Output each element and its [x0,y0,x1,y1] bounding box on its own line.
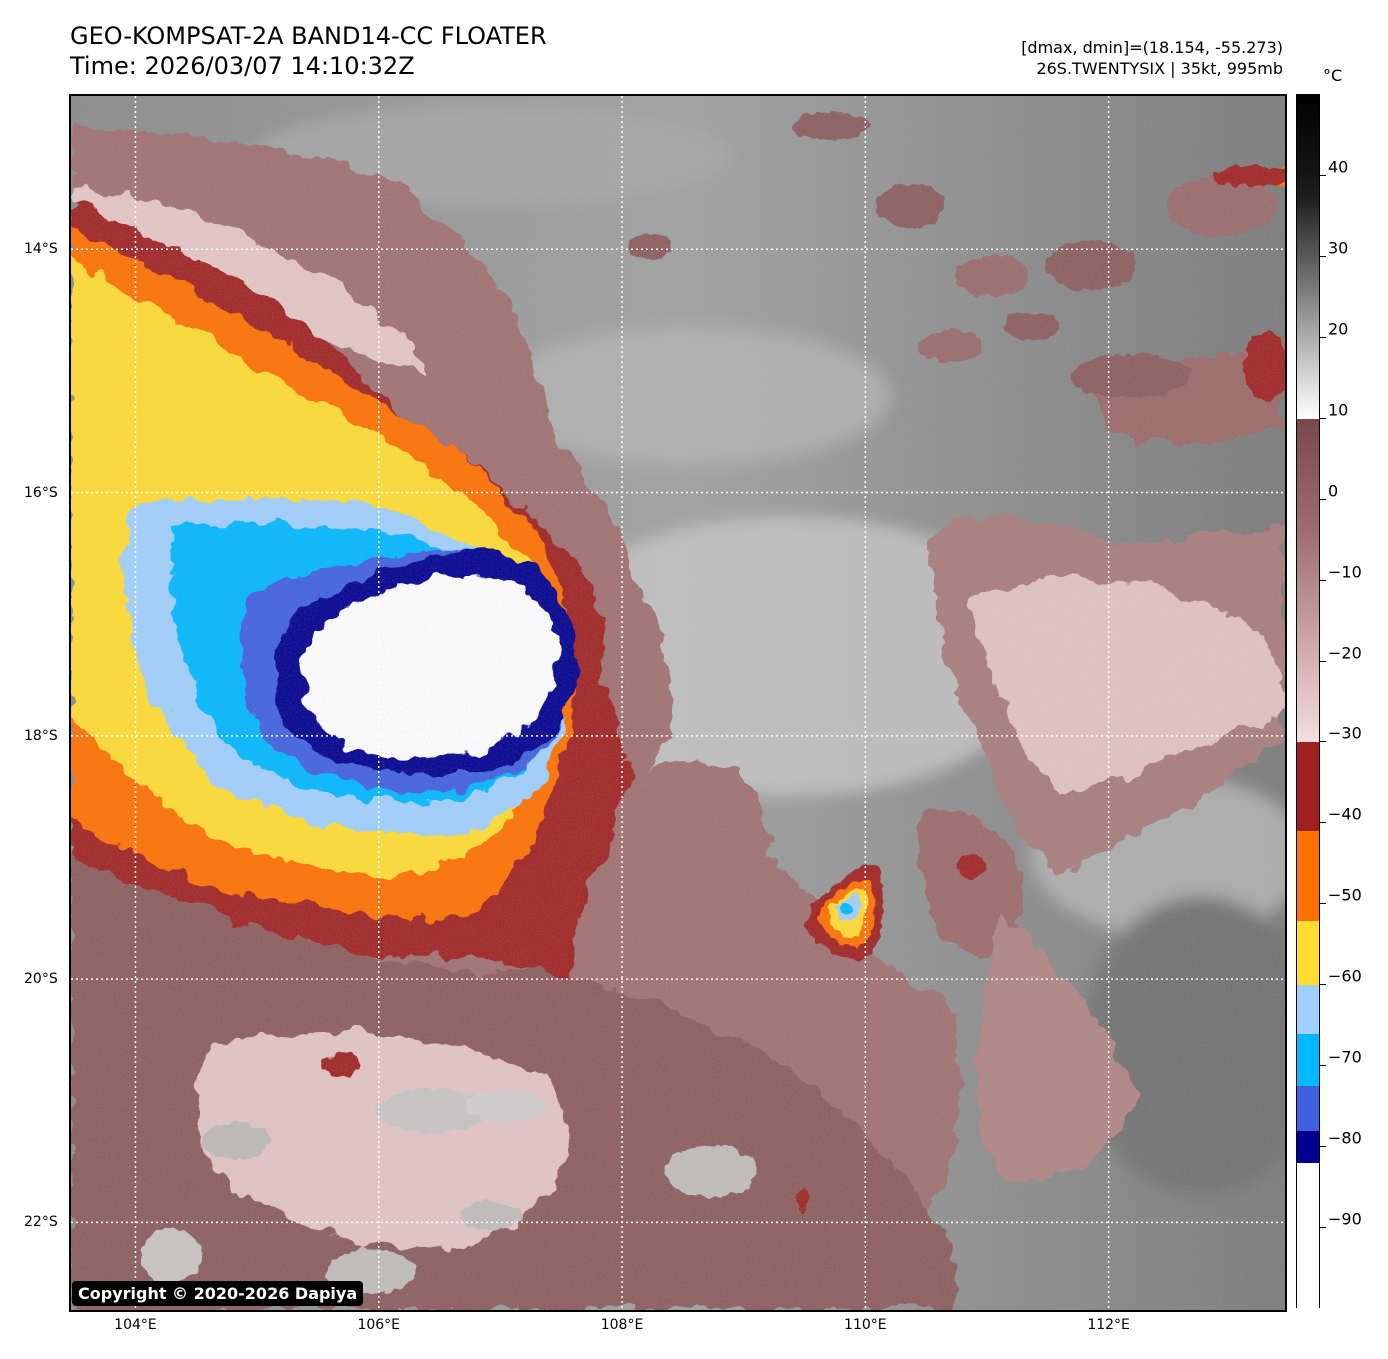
longitude-label: 106°E [357,1317,401,1333]
colorbar-tick [1320,660,1326,662]
texture-overlay [71,96,1285,1310]
copyright-badge: Copyright © 2020-2026 Dapiya [72,1281,364,1306]
colorbar-tick [1320,984,1326,986]
colorbar-tick-label: −20 [1328,643,1362,663]
colorbar-tick [1320,336,1326,338]
latitude-label: 16°S [24,484,58,501]
colorbar-tick-label: 20 [1328,319,1349,339]
colorbar-segment [1297,985,1319,1034]
latitude-label: 20°S [24,971,58,988]
longitude-label: 110°E [844,1317,887,1333]
graticule [71,96,1285,1310]
colorbar-tick [1320,741,1326,743]
colorbar-tick-label: −50 [1328,885,1362,905]
colorbar-tick [1320,498,1326,500]
colorbar-segment [1297,831,1319,921]
colorbar-segment [1297,1130,1319,1164]
colorbar-tick-label: −80 [1328,1128,1362,1148]
colorbar-segment [1297,1163,1319,1309]
colorbar-tick [1320,417,1326,419]
longitude-label: 112°E [1087,1317,1130,1333]
colorbar-tick [1320,1227,1326,1229]
colorbar-segment [1297,95,1319,419]
longitude-label: 108°E [600,1317,644,1333]
title-line-2: Time: 2026/03/07 14:10:32Z [70,52,415,80]
latitude-label: 18°S [24,727,58,744]
colorbar-unit: °C [1323,66,1343,85]
colorbar-tick-label: 30 [1328,238,1349,258]
colorbar-segment [1297,742,1319,832]
colorbar-segment [1297,920,1319,986]
colorbar-tick-label: −60 [1328,966,1362,986]
colorbar [1296,94,1320,1309]
colorbar-tick [1320,579,1326,581]
longitude-label: 104°E [114,1317,157,1333]
satellite-imagery [71,96,1285,1310]
latitude-label: 22°S [24,1214,58,1231]
satellite-map [69,94,1287,1312]
colorbar-tick [1320,1065,1326,1067]
colorbar-segment [1297,418,1319,743]
colorbar-tick [1320,255,1326,257]
colorbar-tick-label: −30 [1328,723,1362,743]
colorbar-tick-label: 40 [1328,157,1349,177]
colorbar-tick [1320,1146,1326,1148]
title-line-1: GEO-KOMPSAT-2A BAND14-CC FLOATER [70,22,547,50]
colorbar-tick-label: 0 [1328,481,1339,501]
colorbar-tick-label: 10 [1328,400,1349,420]
colorbar-tick [1320,903,1326,905]
colorbar-tick-label: −90 [1328,1209,1362,1229]
storm-info: 26S.TWENTYSIX | 35kt, 995mb [1036,59,1283,78]
colorbar-segment [1297,1033,1319,1087]
colorbar-tick [1320,822,1326,824]
colorbar-segment [1297,1086,1319,1131]
colorbar-tick-label: −70 [1328,1047,1362,1067]
data-range-info: [dmax, dmin]=(18.154, -55.273) [1021,38,1283,57]
colorbar-tick [1320,174,1326,176]
latitude-label: 14°S [24,241,58,258]
colorbar-tick-label: −40 [1328,804,1362,824]
colorbar-tick-label: −10 [1328,562,1362,582]
